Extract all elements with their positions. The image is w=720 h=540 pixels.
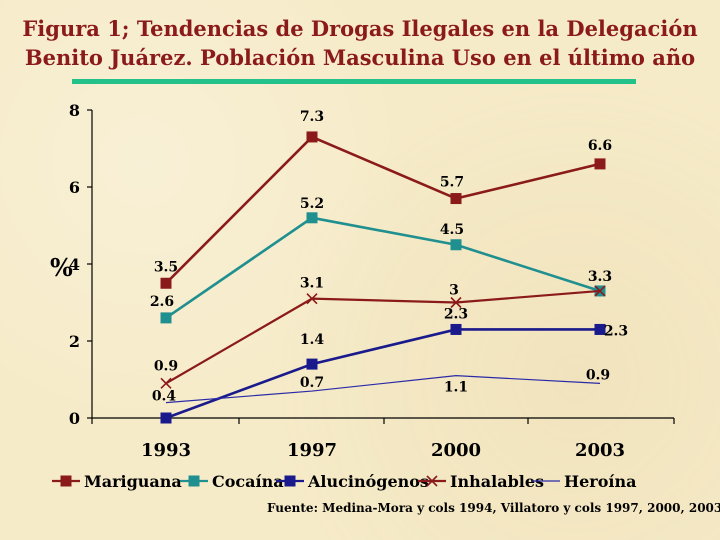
data-label: 1.1	[444, 380, 468, 396]
data-point	[594, 285, 606, 297]
legend-label: Mariguana	[84, 472, 182, 491]
x-axis-ticks: 1993 1997 2000 2003	[91, 418, 675, 461]
x-tick-label: 1997	[287, 440, 337, 461]
legend-label: Alucinógenos	[307, 472, 429, 491]
data-labels: 3.5 7.3 5.7 6.6 2.6 5.2 4.5 3.3 1.4 2.3 2.3 0.9 3.1 3…	[150, 109, 628, 405]
y-axis-ticks: 0 2 4 6 8	[69, 101, 92, 428]
series-line	[165, 375, 601, 404]
data-point	[306, 131, 318, 143]
series-cocaina	[160, 212, 606, 324]
legend-swatch-marker	[426, 475, 438, 487]
legend-item: Heroína	[532, 472, 636, 491]
y-tick-label: 0	[69, 409, 80, 428]
series-mariguana	[160, 131, 606, 289]
series-line	[165, 289, 601, 385]
data-label: 5.7	[440, 175, 464, 191]
chart-title-line-2: Benito Juárez. Población Masculina Uso e…	[24, 45, 696, 70]
data-label: 3.1	[300, 276, 324, 292]
data-point	[306, 212, 318, 224]
legend-swatch-marker	[60, 475, 72, 487]
data-label: 0.4	[152, 389, 177, 405]
legend-label: Cocaína	[212, 472, 284, 491]
data-point	[594, 158, 606, 170]
series-line	[165, 216, 601, 319]
chart-legend: Mariguana Cocaína Alucinógenos Inhalables He…	[52, 472, 636, 491]
data-point	[160, 377, 172, 389]
legend-label: Heroína	[564, 472, 636, 491]
data-label: 6.6	[588, 138, 612, 154]
series-line	[165, 135, 601, 285]
data-label: 0.9	[154, 358, 178, 374]
legend-item: Mariguana	[52, 472, 182, 491]
x-tick-label: 2003	[575, 440, 625, 461]
data-label: 3	[449, 283, 459, 299]
x-tick-label: 2000	[431, 440, 481, 461]
data-label: 0.7	[300, 375, 324, 391]
chart-series	[160, 131, 606, 424]
data-label: 5.2	[300, 196, 324, 212]
series-alucinogenos	[160, 323, 606, 424]
data-label: 7.3	[300, 109, 324, 125]
legend-item: Alucinógenos	[276, 472, 429, 491]
data-point	[160, 312, 172, 324]
data-label: 2.6	[150, 294, 174, 310]
legend-item: Cocaína	[180, 472, 284, 491]
data-point	[450, 239, 462, 251]
legend-swatch-marker	[284, 475, 296, 487]
data-label: 4.5	[440, 222, 464, 238]
chart-title: Figura 1; Tendencias de Drogas Ilegales …	[0, 14, 720, 72]
series-heroina	[165, 375, 601, 404]
y-tick-label: 4	[69, 255, 80, 274]
data-label: 1.4	[300, 332, 325, 348]
data-label: 3.5	[154, 259, 178, 275]
title-underline	[72, 79, 636, 84]
data-label: 3.3	[588, 269, 612, 285]
legend-item: Inhalables	[418, 472, 544, 491]
y-tick-label: 6	[69, 178, 80, 197]
legend-label: Inhalables	[450, 472, 544, 491]
y-axis-label: %	[50, 253, 73, 282]
series-line	[165, 328, 600, 420]
data-point	[160, 277, 172, 289]
data-label: 2.3	[604, 323, 628, 339]
source-note: Fuente: Medina-Mora y cols 1994, Villato…	[267, 501, 720, 515]
chart-title-line-1: Figura 1; Tendencias de Drogas Ilegales …	[22, 16, 698, 41]
data-point	[450, 296, 462, 309]
data-point	[594, 323, 606, 335]
x-tick-label: 1993	[141, 440, 191, 461]
data-point	[160, 412, 172, 424]
y-tick-label: 8	[69, 101, 80, 120]
data-point	[450, 193, 462, 205]
data-point	[306, 358, 318, 370]
series-inhalables	[160, 285, 606, 389]
data-point	[306, 293, 318, 305]
y-tick-label: 2	[69, 332, 80, 351]
legend-swatch-marker	[188, 475, 200, 487]
data-point	[450, 323, 462, 335]
data-label: 0.9	[586, 367, 610, 383]
data-label: 2.3	[444, 306, 468, 322]
